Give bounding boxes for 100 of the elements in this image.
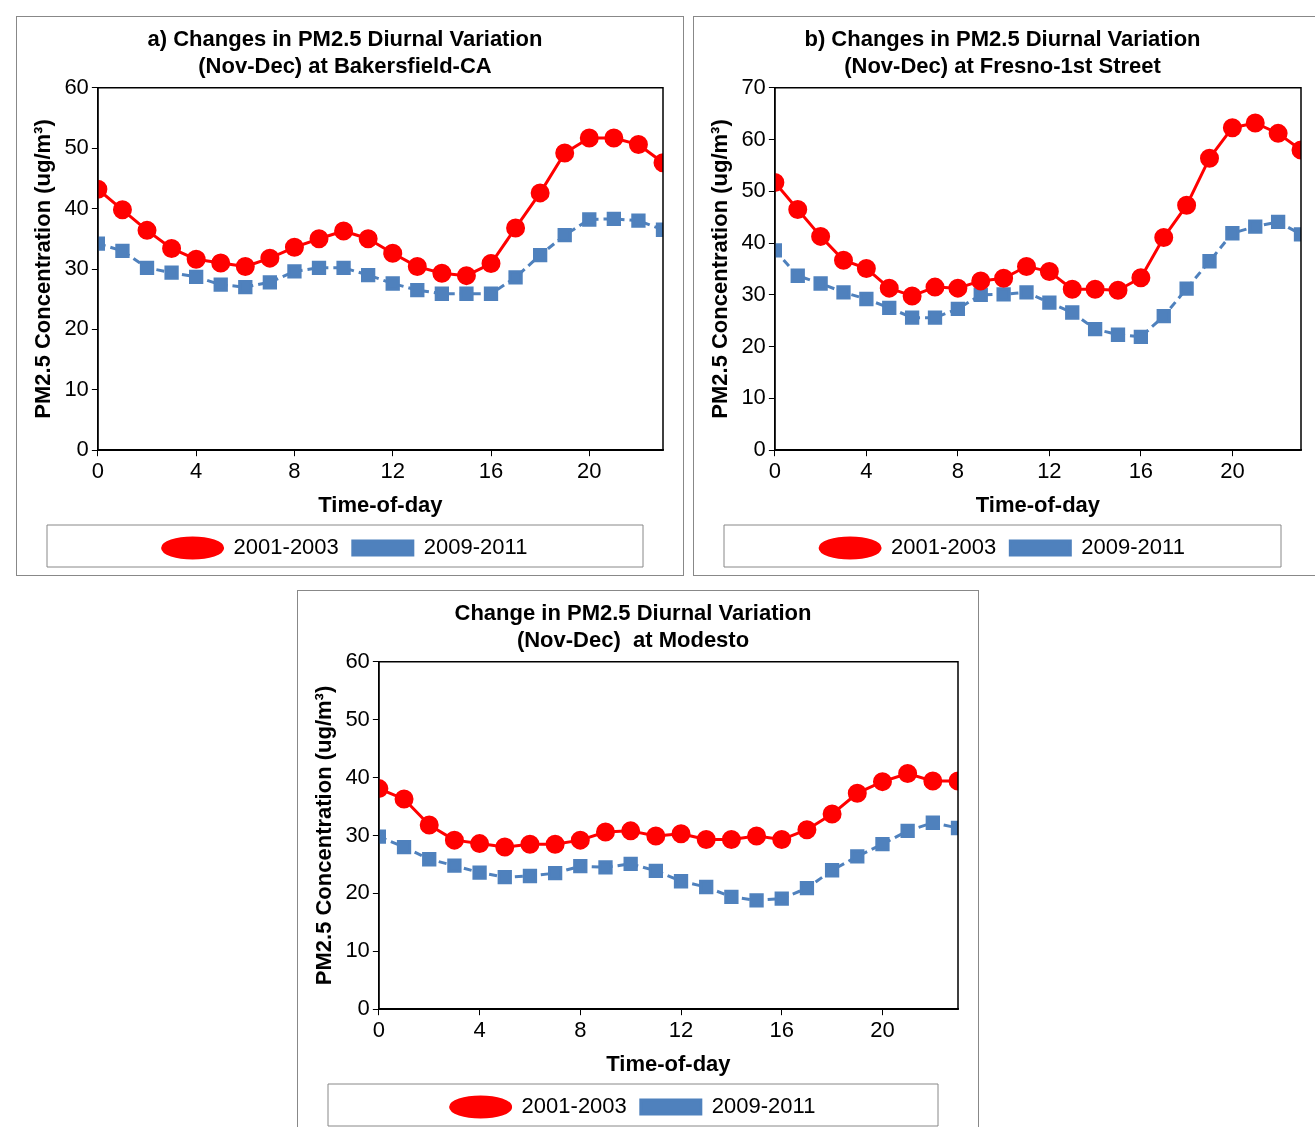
point bbox=[481, 254, 501, 274]
point bbox=[547, 865, 563, 881]
x-tick-label: 12 bbox=[668, 1017, 694, 1043]
point bbox=[284, 237, 304, 257]
point bbox=[973, 287, 988, 303]
point bbox=[604, 128, 624, 148]
y-tick-label: 20 bbox=[345, 879, 370, 905]
point bbox=[927, 310, 943, 325]
point bbox=[287, 264, 302, 279]
y-axis-title: PM2.5 Concentration (ug/m³) bbox=[311, 685, 337, 986]
point bbox=[1245, 113, 1265, 133]
legend-label: 2001-2003 bbox=[891, 534, 997, 560]
point bbox=[1017, 256, 1036, 276]
point bbox=[238, 279, 253, 295]
y-tick-label: 40 bbox=[345, 763, 370, 789]
chart-title: b) Changes in PM2.5 Diurnal Variation (Nov-Dec) at Fresno-1st Street bbox=[804, 26, 1201, 78]
x-tick-label: 12 bbox=[1037, 458, 1062, 484]
point bbox=[582, 212, 597, 227]
point bbox=[673, 874, 689, 889]
point bbox=[1039, 262, 1059, 282]
point bbox=[115, 243, 130, 259]
y-tick-label: 60 bbox=[345, 647, 370, 673]
point bbox=[902, 286, 922, 306]
point bbox=[139, 260, 155, 275]
point bbox=[788, 199, 808, 219]
y-tick-label: 50 bbox=[64, 134, 89, 160]
point bbox=[824, 863, 840, 878]
point bbox=[532, 247, 548, 263]
y-tick-label: 30 bbox=[741, 280, 766, 306]
point bbox=[1200, 148, 1219, 168]
y-axis-title: PM2.5 Concentration (ug/m³) bbox=[30, 119, 56, 419]
point bbox=[570, 830, 590, 850]
point bbox=[595, 822, 615, 842]
x-tick-label: 16 bbox=[769, 1017, 794, 1043]
point bbox=[260, 248, 280, 268]
point bbox=[164, 265, 179, 280]
point bbox=[996, 287, 1011, 302]
point bbox=[994, 268, 1014, 288]
y-tick-label: 30 bbox=[64, 255, 89, 281]
point bbox=[213, 277, 228, 292]
legend-label: 2009-2011 bbox=[711, 1093, 816, 1119]
y-axis-title: PM2.5 Concentration (ug/m³) bbox=[707, 119, 733, 419]
point bbox=[646, 826, 666, 846]
y-tick-label: 50 bbox=[345, 705, 370, 731]
y-tick-label: 0 bbox=[753, 436, 766, 462]
point bbox=[1087, 321, 1103, 337]
point bbox=[434, 286, 450, 301]
x-axis-title: Time-of-day bbox=[975, 491, 1101, 517]
legend-label: 2009-2011 bbox=[1081, 534, 1185, 560]
point bbox=[872, 772, 892, 792]
y-tick-label: 70 bbox=[741, 73, 766, 99]
point bbox=[774, 891, 789, 906]
x-tick-label: 8 bbox=[288, 458, 301, 484]
point bbox=[1131, 268, 1151, 288]
point bbox=[1177, 195, 1197, 215]
point bbox=[394, 789, 414, 809]
point bbox=[648, 863, 663, 878]
point bbox=[383, 243, 403, 263]
point bbox=[112, 200, 132, 220]
point bbox=[790, 268, 805, 283]
x-tick-label: 4 bbox=[473, 1017, 486, 1043]
y-tick-label: 10 bbox=[741, 384, 766, 410]
point bbox=[422, 852, 437, 867]
point bbox=[859, 291, 874, 307]
x-tick-label: 16 bbox=[478, 458, 504, 484]
point bbox=[923, 771, 943, 791]
y-tick-label: 50 bbox=[741, 177, 766, 203]
point bbox=[396, 839, 412, 855]
point bbox=[847, 783, 867, 803]
y-tick-label: 20 bbox=[64, 315, 89, 341]
point bbox=[834, 250, 853, 270]
point bbox=[721, 830, 741, 850]
point bbox=[334, 221, 354, 241]
point bbox=[1085, 279, 1105, 299]
y-tick-label: 20 bbox=[741, 332, 766, 358]
point bbox=[385, 276, 400, 291]
point bbox=[407, 257, 427, 277]
point bbox=[799, 881, 815, 896]
point bbox=[444, 830, 464, 850]
legend-label: 2001-2003 bbox=[521, 1093, 627, 1119]
point bbox=[555, 143, 575, 163]
point bbox=[1202, 254, 1217, 269]
legend-label: 2001-2003 bbox=[233, 534, 339, 560]
x-tick-label: 4 bbox=[860, 458, 873, 484]
point bbox=[472, 865, 487, 880]
point bbox=[606, 211, 622, 227]
point bbox=[508, 270, 523, 285]
point bbox=[850, 849, 865, 864]
point bbox=[623, 856, 638, 872]
point bbox=[696, 830, 716, 850]
point bbox=[598, 860, 613, 875]
x-tick-label: 8 bbox=[951, 458, 964, 484]
point bbox=[410, 282, 425, 298]
x-axis-title: Time-of-day bbox=[318, 491, 444, 517]
point bbox=[1179, 281, 1194, 296]
y-tick-label: 10 bbox=[64, 375, 89, 401]
point bbox=[1222, 118, 1242, 138]
point bbox=[579, 128, 599, 148]
point bbox=[262, 275, 278, 290]
point bbox=[497, 870, 512, 885]
